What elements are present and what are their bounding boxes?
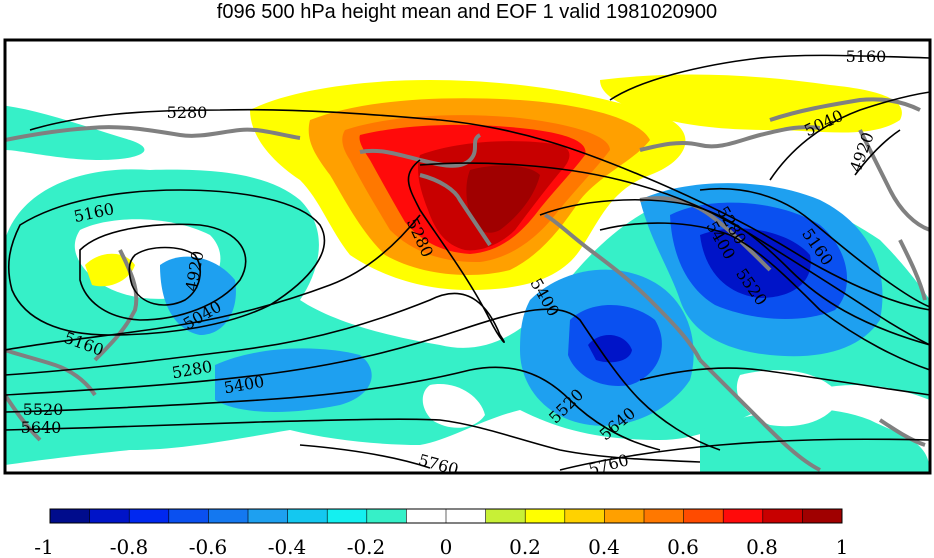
coast-europe-2 — [5, 348, 97, 397]
colorbar-tick-label: -0.6 — [189, 535, 228, 558]
coast-bering — [419, 173, 492, 247]
coast-arctic-east — [639, 125, 821, 152]
colorbar-tick-label: -0.8 — [110, 535, 149, 558]
coast-alaska — [544, 213, 702, 361]
coast-hudson — [858, 129, 930, 232]
colorbar-ticks: -1 -0.8 -0.6 -0.4 -0.2 0 0.2 0.4 0.6 0.8… — [34, 535, 848, 558]
colorbar-tick-label: 0.6 — [667, 535, 699, 558]
contour-5160-loop — [7, 189, 326, 336]
contour-5520-west — [5, 366, 661, 451]
colorbar-tick-label: 0.2 — [509, 535, 541, 558]
coast-europe-3 — [5, 393, 42, 442]
shade-darkred-2 — [466, 165, 540, 233]
colorbar-swatch — [406, 509, 447, 523]
contour-5160-east — [699, 187, 930, 308]
coastlines — [5, 97, 930, 472]
colorbar-tick-label: -0.4 — [268, 535, 307, 558]
contour-5040-loop — [79, 223, 247, 321]
colorbar-swatch — [129, 509, 170, 523]
colorbar-swatch — [564, 509, 605, 523]
contour-5520-east — [599, 222, 930, 371]
colorbar-swatch — [168, 509, 209, 523]
contour-5160-ne — [609, 54, 930, 101]
contour-label: 5280 — [167, 103, 208, 122]
colorbar-swatch — [89, 509, 130, 523]
colorbar-tick-label: 0.8 — [746, 535, 778, 558]
colorbar-swatch — [604, 509, 645, 523]
colorbar-swatch — [525, 509, 566, 523]
height-contours — [5, 54, 930, 471]
colorbar-tick-label: 0 — [440, 535, 453, 558]
coast-europe-1 — [93, 249, 139, 362]
colorbar-swatch — [248, 509, 289, 523]
colorbar-swatch — [208, 509, 249, 523]
contour-5160-west — [5, 214, 421, 351]
contour-4920-ne — [854, 129, 901, 176]
colorbar-swatch — [644, 509, 685, 523]
contour-5040-ne — [769, 91, 930, 181]
colorbar-swatch — [366, 509, 407, 523]
colorbar-swatch — [485, 509, 526, 523]
shade-yellow-west — [85, 253, 135, 287]
contour-5400-east — [539, 199, 930, 346]
coast-nw-america — [639, 196, 772, 272]
colorbar-swatch — [327, 509, 368, 523]
colorbar-tick-label: 0.4 — [588, 535, 620, 558]
coast-north-canada — [769, 97, 921, 122]
shade-yellow-ne — [600, 74, 902, 133]
shade-white-3 — [736, 370, 840, 427]
contour-5640-east — [639, 367, 930, 396]
contour-label: 5160 — [846, 47, 887, 66]
contour-5280-top — [29, 108, 930, 311]
map-title: f096 500 hPa height mean and EOF 1 valid… — [216, 1, 718, 23]
coast-caribbean — [878, 418, 926, 447]
contour-label: 5520 — [23, 400, 64, 419]
colorbar-swatch — [50, 509, 91, 523]
contour-4920-loop — [128, 246, 201, 306]
colorbar-swatches — [50, 509, 843, 523]
colorbar-tick-label: -1 — [34, 535, 53, 558]
coast-greenland — [5, 125, 301, 142]
coast-west-america — [698, 358, 821, 472]
colorbar-tick-label: -0.2 — [347, 535, 386, 558]
shade-cyan-north — [5, 105, 145, 160]
colorbar-swatch — [287, 509, 328, 523]
coast-east — [898, 239, 927, 301]
colorbar-frame — [49, 508, 843, 524]
shade-darkblue-center — [588, 334, 632, 363]
contour-5640-west — [5, 418, 701, 463]
colorbar-swatch — [762, 509, 803, 523]
colorbar-swatch — [802, 509, 843, 523]
colorbar-tick-label: 1 — [836, 535, 849, 558]
shade-cyan-southeast — [700, 409, 930, 473]
shade-white-2 — [422, 384, 485, 428]
map-frame — [3, 38, 932, 475]
contour-5280-west — [5, 159, 505, 376]
colorbar-swatch — [446, 509, 487, 523]
contour-5760-se — [559, 438, 930, 471]
coast-siberia — [359, 133, 482, 168]
colorbar-swatch — [683, 509, 724, 523]
colorbar-swatch — [723, 509, 764, 523]
contour-label: 5640 — [21, 418, 62, 437]
contour-5760-south — [299, 444, 431, 469]
contour-5400-west — [5, 308, 721, 451]
